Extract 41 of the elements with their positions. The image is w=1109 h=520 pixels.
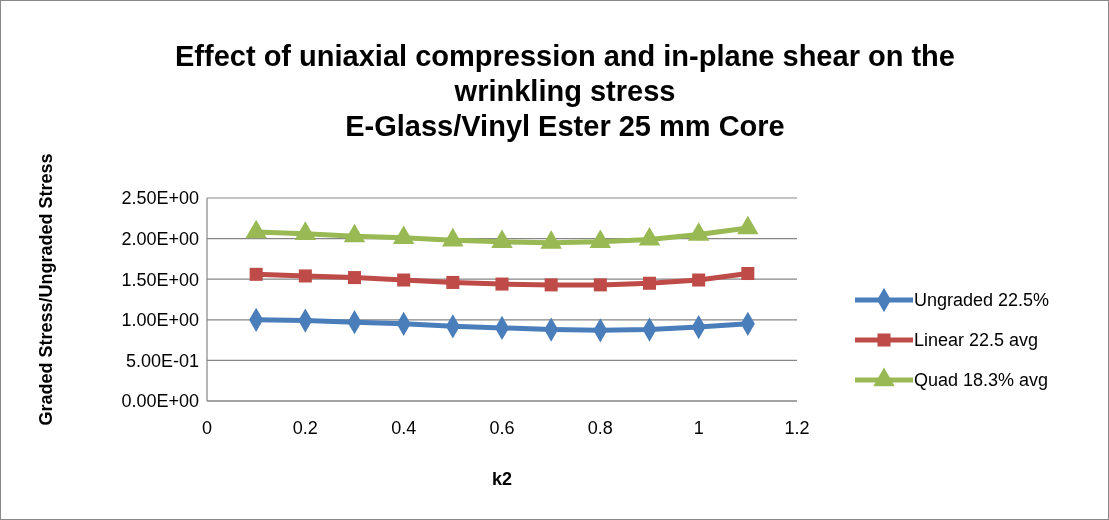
point: [593, 278, 607, 292]
y-tick-label: 2.00E+00: [121, 228, 199, 249]
point: [491, 229, 513, 249]
point: [692, 273, 706, 287]
point: [741, 267, 755, 281]
point: [446, 275, 460, 289]
point: [687, 222, 710, 241]
x-axis-title: k2: [491, 469, 513, 489]
point: [638, 227, 661, 246]
x-tick-label: 0.6: [489, 418, 515, 438]
x-tick-label: 1: [693, 418, 704, 438]
point: [347, 271, 362, 285]
y-tick-label: 2.50E+00: [121, 188, 199, 209]
x-tick-label: 0.2: [292, 418, 318, 438]
legend-label: Quad 18.3% avg: [914, 370, 1049, 391]
x-tick-label: 1.2: [784, 418, 810, 438]
point: [540, 230, 562, 249]
point: [397, 273, 411, 287]
point: [737, 215, 759, 235]
x-tick-label: 0.4: [391, 418, 417, 438]
point: [544, 278, 558, 292]
y-tick-label: 1.00E+00: [121, 310, 199, 331]
point: [249, 267, 263, 281]
y-tick-label: 0.00E+00: [121, 391, 199, 412]
point: [343, 223, 366, 243]
y-tick-label: 1.50E+00: [121, 269, 199, 290]
x-tick-label: 0.8: [587, 418, 613, 438]
y-axis-title: Graded Stress/Ungraded Stress: [36, 153, 56, 426]
point: [298, 269, 312, 283]
point: [245, 219, 267, 239]
point: [392, 225, 415, 244]
y-tick-label: 5.00E-01: [125, 350, 199, 371]
point: [495, 277, 509, 291]
legend-label: Linear 22.5 avg: [914, 330, 1039, 351]
x-tick-label: 0: [201, 418, 213, 438]
point: [642, 276, 657, 290]
legend-label: Ungraded 22.5%: [914, 290, 1050, 311]
point: [442, 227, 464, 247]
point: [294, 221, 317, 240]
chart-title: Effect of uniaxial compression and in-plane shear on the wrinkling stress E-Glass/Vinyl Ester 25 mm Core: [175, 40, 955, 142]
point: [589, 229, 612, 249]
